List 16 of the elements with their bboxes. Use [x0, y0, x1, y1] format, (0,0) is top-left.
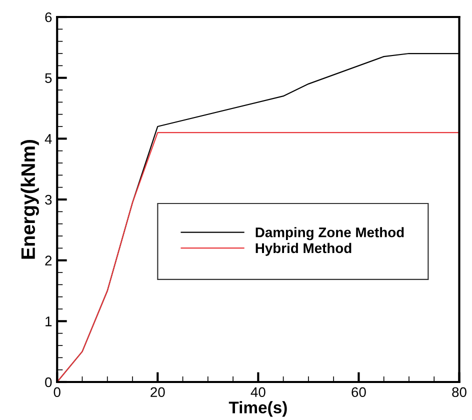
- x-tick-label: 80: [452, 387, 466, 398]
- x-tick-label: 60: [352, 387, 366, 398]
- x-tick-label: 0: [54, 387, 60, 398]
- x-tick-label: 20: [150, 387, 165, 398]
- y-tick-label: 6: [45, 12, 52, 22]
- y-tick-label: 4: [44, 134, 52, 144]
- x-axis-title: Time(s): [228, 401, 287, 417]
- y-tick-label: 0: [45, 377, 52, 388]
- legend-label: Hybrid Method: [256, 242, 352, 256]
- y-tick-label: 3: [45, 194, 52, 205]
- y-tick-label: 5: [45, 73, 52, 84]
- y-tick-label: 1: [46, 316, 52, 326]
- legend-label: Damping Zone Method: [256, 227, 404, 240]
- y-axis-title: Energy(kNm): [20, 140, 39, 259]
- x-tick-label: 40: [250, 387, 266, 398]
- y-tick-label: 2: [45, 256, 52, 266]
